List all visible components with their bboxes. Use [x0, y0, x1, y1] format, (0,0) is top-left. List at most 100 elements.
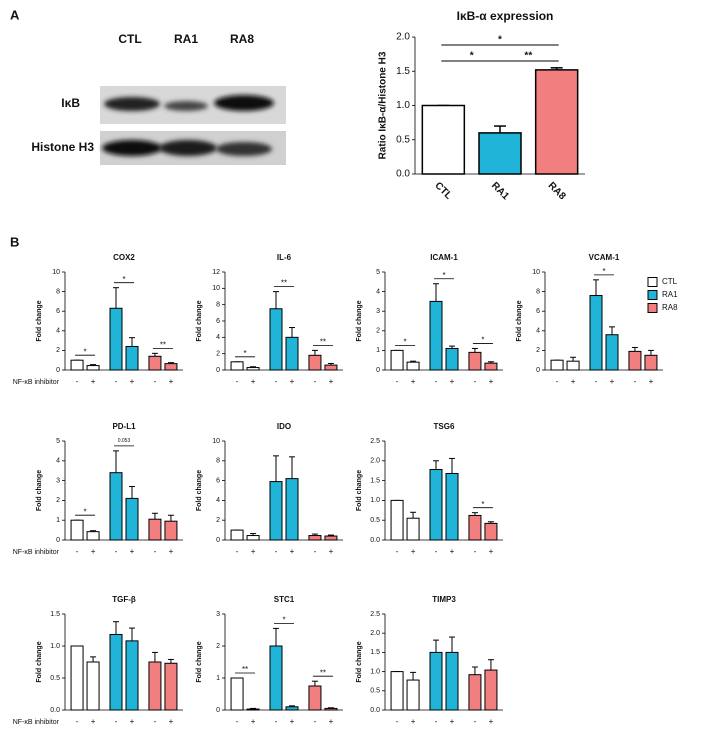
significance-label: *: [122, 275, 125, 284]
legend-swatch: [647, 303, 658, 313]
x-tick-label: -: [435, 717, 438, 726]
x-tick-label: -: [76, 717, 79, 726]
bar: [164, 662, 178, 711]
chart-title: ICAM-1: [430, 253, 458, 262]
chart-title: PD-L1: [112, 422, 136, 431]
y-tick-label: 2.0: [396, 32, 410, 43]
chart-title: IDO: [277, 422, 291, 431]
blot-row-label: IκB: [61, 96, 80, 110]
blot-image: [100, 86, 286, 165]
y-axis-label: Fold change: [516, 300, 523, 341]
y-tick-label: 0.0: [370, 707, 380, 714]
x-tick-label: -: [236, 547, 239, 556]
y-tick-label: 1: [216, 675, 220, 682]
bar: [406, 361, 420, 371]
x-tick-label: +: [169, 717, 174, 726]
bar: [109, 633, 123, 711]
bar: [429, 651, 443, 711]
y-axis-label: Fold change: [356, 300, 363, 341]
bar: [86, 365, 100, 371]
y-tick-label: 0: [376, 367, 380, 374]
chart-title: TIMP3: [432, 595, 456, 604]
x-tick-label: -: [396, 547, 399, 556]
bar: [246, 535, 260, 541]
x-tick-label: +: [251, 377, 256, 386]
bar: [70, 359, 84, 371]
chart-title: IκB-α expression: [457, 9, 554, 23]
y-tick-label: 2: [376, 328, 380, 335]
significance-label: *: [481, 336, 484, 345]
bar: [109, 472, 123, 541]
blot-row-label: Histone H3: [31, 140, 94, 154]
significance-label: *: [282, 616, 285, 625]
x-tick-label: RA1: [489, 180, 511, 202]
y-tick-label: 0.0: [370, 537, 380, 544]
y-tick-label: 8: [216, 302, 220, 309]
y-tick-label: 0.0: [50, 707, 60, 714]
x-tick-label: -: [76, 377, 79, 386]
y-tick-label: 3: [56, 477, 60, 484]
lane-label: RA8: [230, 32, 254, 46]
x-tick-label: -: [154, 377, 157, 386]
legend-label: RA1: [662, 290, 678, 299]
y-axis-label: Fold change: [196, 470, 203, 511]
y-tick-label: 4: [536, 328, 540, 335]
y-tick-label: 2.0: [370, 458, 380, 465]
bar: [421, 104, 466, 175]
legend-swatch: [647, 277, 658, 287]
y-tick-label: 1.0: [370, 497, 380, 504]
x-tick-label: -: [275, 547, 278, 556]
x-tick-label: +: [649, 377, 654, 386]
significance-label: *: [470, 51, 474, 62]
y-tick-label: 2.0: [370, 630, 380, 637]
x-tick-label: +: [91, 547, 96, 556]
x-tick-label: +: [91, 717, 96, 726]
y-tick-label: 1.0: [50, 643, 60, 650]
bar: [308, 354, 322, 371]
bar: [269, 645, 283, 711]
x-axis-label: NF-κB inhibitor: [13, 379, 60, 386]
y-tick-label: 6: [216, 318, 220, 325]
bar: [230, 677, 244, 711]
y-tick-label: 0: [216, 707, 220, 714]
bar: [285, 478, 299, 541]
x-tick-label: +: [329, 717, 334, 726]
y-axis-label: Fold change: [356, 470, 363, 511]
y-axis-label: Fold change: [36, 470, 43, 511]
x-tick-label: -: [76, 547, 79, 556]
significance-label: **: [281, 279, 287, 288]
bar: [644, 354, 658, 371]
bar: [269, 308, 283, 371]
x-tick-label: -: [115, 377, 118, 386]
bar: [86, 661, 100, 711]
bar: [566, 360, 580, 371]
bar: [109, 307, 123, 371]
y-tick-label: 0: [56, 537, 60, 544]
y-tick-label: 1.5: [370, 477, 380, 484]
x-tick-label: -: [595, 377, 598, 386]
y-tick-label: 2.5: [370, 611, 380, 618]
y-tick-label: 2: [56, 347, 60, 354]
y-tick-label: 0: [216, 367, 220, 374]
y-tick-label: 0.5: [50, 675, 60, 682]
x-tick-label: +: [290, 377, 295, 386]
y-tick-label: 2: [536, 347, 540, 354]
x-tick-label: +: [169, 377, 174, 386]
bar: [406, 517, 420, 541]
x-tick-label: +: [489, 377, 494, 386]
x-tick-label: -: [115, 547, 118, 556]
x-tick-label: -: [314, 717, 317, 726]
y-tick-label: 5: [56, 438, 60, 445]
x-tick-label: +: [251, 547, 256, 556]
bar: [429, 300, 443, 371]
y-tick-label: 4: [216, 497, 220, 504]
bar: [125, 640, 139, 711]
y-tick-label: 0.0: [396, 169, 410, 180]
y-tick-label: 3: [376, 308, 380, 315]
chart-title: VCAM-1: [589, 253, 620, 262]
bar: [230, 529, 244, 541]
x-tick-label: +: [251, 717, 256, 726]
x-tick-label: +: [329, 377, 334, 386]
bar: [484, 522, 498, 541]
y-tick-label: 8: [216, 458, 220, 465]
